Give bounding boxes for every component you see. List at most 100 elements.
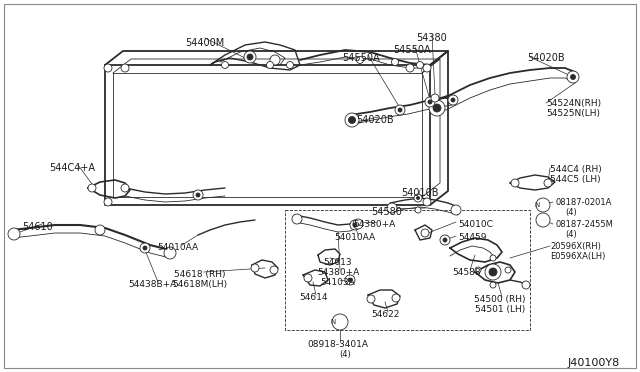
Text: 54380+A: 54380+A bbox=[353, 220, 395, 229]
Circle shape bbox=[270, 266, 278, 274]
Text: 544C4 (RH): 544C4 (RH) bbox=[550, 165, 602, 174]
Circle shape bbox=[544, 179, 552, 187]
Circle shape bbox=[356, 57, 364, 64]
Circle shape bbox=[415, 207, 421, 213]
Circle shape bbox=[196, 193, 200, 197]
Circle shape bbox=[104, 198, 112, 206]
Text: 544C5 (LH): 544C5 (LH) bbox=[550, 175, 600, 184]
Text: 54103A: 54103A bbox=[321, 278, 355, 287]
Circle shape bbox=[475, 267, 481, 273]
Circle shape bbox=[443, 238, 447, 242]
Circle shape bbox=[536, 198, 550, 212]
Circle shape bbox=[431, 94, 439, 102]
Text: 08918-3401A: 08918-3401A bbox=[307, 340, 369, 349]
Text: N: N bbox=[534, 202, 540, 208]
Circle shape bbox=[221, 61, 228, 68]
Text: 54010C: 54010C bbox=[458, 220, 493, 229]
Circle shape bbox=[251, 264, 259, 272]
Circle shape bbox=[505, 267, 511, 273]
Circle shape bbox=[536, 213, 550, 227]
Text: (4): (4) bbox=[339, 350, 351, 359]
Text: 54550A: 54550A bbox=[393, 45, 431, 55]
Text: 54501 (LH): 54501 (LH) bbox=[475, 305, 525, 314]
Text: 08187-0201A: 08187-0201A bbox=[555, 198, 611, 207]
Circle shape bbox=[140, 243, 150, 253]
Text: 54550A: 54550A bbox=[342, 53, 380, 63]
Circle shape bbox=[451, 205, 461, 215]
Circle shape bbox=[567, 71, 579, 83]
Text: 54614: 54614 bbox=[300, 293, 328, 302]
Circle shape bbox=[490, 282, 496, 288]
Text: 54020B: 54020B bbox=[356, 115, 394, 125]
Circle shape bbox=[398, 108, 402, 112]
Text: 544C4+A: 544C4+A bbox=[49, 163, 95, 173]
Circle shape bbox=[8, 228, 20, 240]
Circle shape bbox=[414, 194, 422, 202]
Circle shape bbox=[121, 64, 129, 72]
Circle shape bbox=[423, 198, 431, 206]
Circle shape bbox=[440, 235, 450, 245]
Text: 54525N(LH): 54525N(LH) bbox=[546, 109, 600, 118]
Circle shape bbox=[270, 55, 280, 65]
Text: E0596XA(LH): E0596XA(LH) bbox=[550, 252, 605, 261]
Circle shape bbox=[417, 196, 419, 199]
Circle shape bbox=[570, 74, 575, 80]
Circle shape bbox=[425, 97, 435, 107]
Circle shape bbox=[406, 64, 414, 72]
Text: 54380+A: 54380+A bbox=[317, 268, 359, 277]
Circle shape bbox=[244, 51, 256, 63]
Circle shape bbox=[353, 219, 363, 229]
Circle shape bbox=[88, 184, 96, 192]
Circle shape bbox=[423, 64, 431, 72]
Circle shape bbox=[332, 314, 348, 330]
Circle shape bbox=[511, 179, 519, 187]
Circle shape bbox=[164, 247, 176, 259]
Text: 54588: 54588 bbox=[452, 268, 481, 277]
Text: 54438B+A: 54438B+A bbox=[128, 280, 176, 289]
Circle shape bbox=[485, 264, 501, 280]
Text: 54618 (RH): 54618 (RH) bbox=[174, 270, 226, 279]
Circle shape bbox=[193, 190, 203, 200]
Text: 54459: 54459 bbox=[458, 233, 486, 242]
Circle shape bbox=[451, 98, 455, 102]
Circle shape bbox=[395, 105, 405, 115]
Circle shape bbox=[433, 104, 441, 112]
Text: (4): (4) bbox=[565, 208, 577, 217]
Circle shape bbox=[345, 113, 359, 127]
Circle shape bbox=[421, 229, 429, 237]
Circle shape bbox=[287, 61, 294, 68]
Text: 54618M(LH): 54618M(LH) bbox=[172, 280, 228, 289]
Text: (4): (4) bbox=[565, 230, 577, 239]
Text: 54020B: 54020B bbox=[527, 53, 564, 63]
Circle shape bbox=[121, 184, 129, 192]
Circle shape bbox=[367, 295, 375, 303]
Text: 54580: 54580 bbox=[372, 207, 403, 217]
Text: 54010B: 54010B bbox=[401, 188, 439, 198]
Circle shape bbox=[489, 268, 497, 276]
Circle shape bbox=[104, 64, 112, 72]
Circle shape bbox=[490, 255, 496, 261]
Circle shape bbox=[345, 275, 355, 285]
Text: 54524N(RH): 54524N(RH) bbox=[546, 99, 601, 108]
Circle shape bbox=[428, 100, 432, 104]
Circle shape bbox=[143, 246, 147, 250]
Text: 54010AA: 54010AA bbox=[335, 233, 376, 242]
Circle shape bbox=[392, 294, 400, 302]
Text: 54500 (RH): 54500 (RH) bbox=[474, 295, 525, 304]
Text: 08187-2455M: 08187-2455M bbox=[555, 220, 613, 229]
Circle shape bbox=[350, 220, 360, 230]
Circle shape bbox=[292, 214, 302, 224]
Text: J40100Y8: J40100Y8 bbox=[568, 358, 620, 368]
Text: 54622: 54622 bbox=[371, 310, 399, 319]
Text: 54380: 54380 bbox=[417, 33, 447, 43]
Circle shape bbox=[417, 61, 424, 68]
Circle shape bbox=[522, 281, 530, 289]
Circle shape bbox=[266, 61, 273, 68]
Circle shape bbox=[392, 58, 399, 65]
Text: 54010AA: 54010AA bbox=[157, 243, 198, 252]
Circle shape bbox=[95, 225, 105, 235]
Text: 54613: 54613 bbox=[324, 258, 352, 267]
Text: 54400M: 54400M bbox=[186, 38, 225, 48]
Circle shape bbox=[387, 203, 397, 213]
Circle shape bbox=[353, 223, 357, 227]
